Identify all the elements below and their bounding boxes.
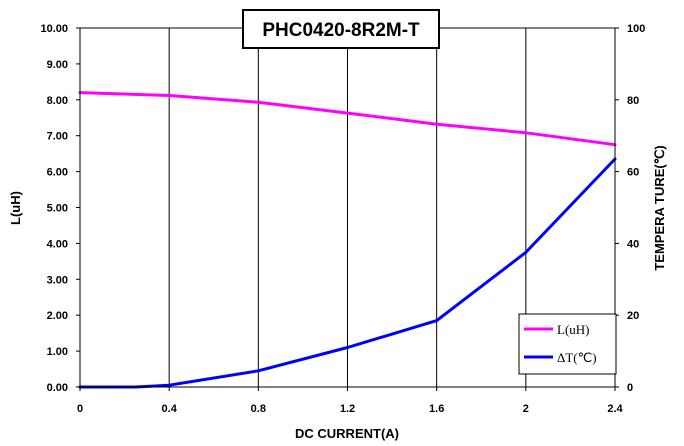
y-axis-ticks: 0.00 1.00 2.00 3.00 4.00 5.00 6.00 7.00 8.00 9.00… [40, 23, 80, 394]
y2-tick-label: 100 [627, 23, 645, 35]
series-line-0 [78, 91, 617, 147]
y2-tick-label: 60 [627, 167, 639, 179]
y-tick-label: 9.00 [47, 59, 68, 71]
x-axis-ticks: 0 0.4 0.8 1.2 1.6 2 2.4 [77, 387, 624, 415]
y-tick-label: 6.00 [47, 167, 68, 179]
y2-tick-label: 0 [627, 382, 633, 394]
x-tick-label: 2 [523, 403, 529, 415]
y2-tick-label: 40 [627, 238, 639, 250]
y-tick-label: 10.00 [40, 23, 68, 35]
x-tick-label: 1.6 [429, 403, 444, 415]
legend-label-l: L(uH) [557, 322, 590, 337]
y2-tick-label: 80 [627, 95, 639, 107]
legend-label-dt: ΔT(℃) [557, 350, 597, 365]
y-tick-label: 8.00 [47, 95, 68, 107]
y2-axis-ticks: 0 20 40 60 80 100 [615, 23, 645, 394]
chart-title: PHC0420-8R2M-T [262, 20, 420, 41]
x-tick-label: 0.8 [251, 403, 266, 415]
y2-axis-label: TEMPERA TURE(℃) [652, 145, 667, 270]
legend: L(uH) ΔT(℃) [518, 313, 617, 375]
y-tick-label: 3.00 [47, 274, 68, 286]
x-tick-label: 0 [77, 403, 83, 415]
legend-box [518, 313, 617, 375]
x-tick-label: 1.2 [340, 403, 355, 415]
y-tick-label: 1.00 [47, 346, 68, 358]
y-tick-label: 7.00 [47, 131, 68, 143]
chart-title-box: PHC0420-8R2M-T [242, 9, 440, 49]
x-tick-label: 2.4 [607, 403, 623, 415]
y2-tick-label: 20 [627, 310, 639, 322]
y-tick-label: 4.00 [47, 238, 68, 250]
x-axis-label: DC CURRENT(A) [295, 426, 399, 441]
y-tick-label: 5.00 [47, 203, 68, 215]
y-tick-label: 2.00 [47, 310, 68, 322]
y-tick-label: 0.00 [47, 382, 68, 394]
y-axis-label: L(uH) [8, 191, 23, 225]
grid-lines [168, 28, 527, 387]
x-tick-label: 0.4 [162, 403, 178, 415]
